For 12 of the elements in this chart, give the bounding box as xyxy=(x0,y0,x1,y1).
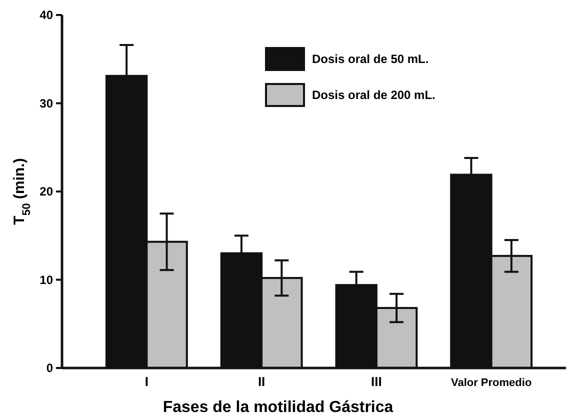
x-axis-title: Fases de la motilidad Gástrica xyxy=(162,399,394,416)
legend-label: Dosis oral de 200 mL. xyxy=(312,88,436,102)
legend-label: Dosis oral de 50 mL. xyxy=(312,52,429,66)
x-tick-label: II xyxy=(258,374,266,389)
y-tick-label: 40 xyxy=(40,8,54,22)
y-tick-label: 20 xyxy=(40,184,54,199)
x-tick-label: I xyxy=(144,374,148,389)
y-tick-label: 30 xyxy=(40,96,54,110)
x-tick-label: Valor Promedio xyxy=(450,377,532,389)
y-tick-label: 0 xyxy=(46,361,54,376)
y-tick-label: 10 xyxy=(40,272,54,287)
x-tick-label: III xyxy=(371,374,382,389)
